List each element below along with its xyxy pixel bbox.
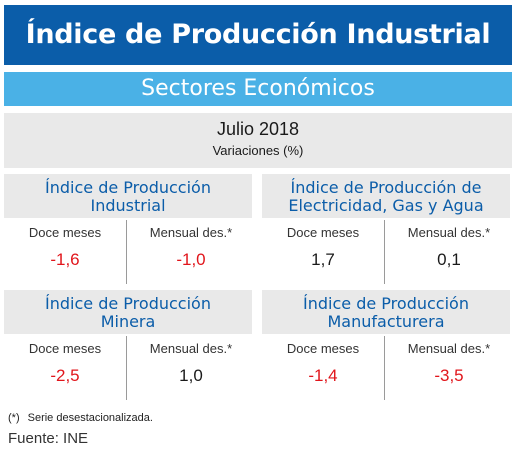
card-title-line2: Industrial <box>90 196 166 215</box>
label-doce-meses: Doce meses <box>286 225 360 240</box>
card-title-line1: Índice de Producción <box>45 294 211 313</box>
column-divider <box>126 336 127 400</box>
footnote: (*) Serie desestacionalizada. <box>8 412 153 424</box>
source-credit: Fuente: INE <box>8 430 89 447</box>
value-doce-meses: 1,7 <box>311 250 335 269</box>
period-subtitle: Variaciones (%) <box>212 143 304 158</box>
column-divider <box>384 336 385 400</box>
value-mensual: 0,1 <box>437 250 461 269</box>
card-title-line1: Índice de Producción <box>303 294 469 313</box>
footnote-text: Serie desestacionalizada. <box>27 412 153 424</box>
label-doce-meses: Doce meses <box>28 225 102 240</box>
period-header: Julio 2018 Variaciones (%) <box>4 113 512 168</box>
label-mensual: Mensual des.* <box>149 341 233 356</box>
label-mensual: Mensual des.* <box>149 225 233 240</box>
footnote-marker: (*) <box>8 412 20 424</box>
value-mensual: -1,0 <box>176 250 206 269</box>
card-title-line2: Minera <box>100 312 156 331</box>
card-title-line1: Índice de Producción <box>45 178 211 197</box>
column-labels: Doce meses Mensual des.* <box>4 220 252 246</box>
value-doce-meses: -2,5 <box>50 366 80 385</box>
column-divider <box>126 220 127 284</box>
value-mensual: 1,0 <box>179 366 203 385</box>
page-title: Índice de Producción Industrial <box>4 5 512 65</box>
label-doce-meses: Doce meses <box>28 341 102 356</box>
column-labels: Doce meses Mensual des.* <box>262 220 510 246</box>
value-mensual: -3,5 <box>434 366 464 385</box>
period-title: Julio 2018 <box>216 119 300 139</box>
card-title: Índice de Producción de Electricidad, Ga… <box>262 174 510 218</box>
card-title: Índice de Producción Manufacturera <box>262 290 510 334</box>
card-title-line2: Manufacturera <box>327 312 445 331</box>
column-labels: Doce meses Mensual des.* <box>262 336 510 362</box>
card-title: Índice de Producción Industrial <box>4 174 252 218</box>
card-title: Índice de Producción Minera <box>4 290 252 334</box>
value-doce-meses: -1,4 <box>308 366 338 385</box>
section-subtitle: Sectores Económicos <box>4 72 512 106</box>
value-doce-meses: -1,6 <box>50 250 80 269</box>
card-title-line1: Índice de Producción de <box>290 178 482 197</box>
label-mensual: Mensual des.* <box>407 341 491 356</box>
column-labels: Doce meses Mensual des.* <box>4 336 252 362</box>
label-mensual: Mensual des.* <box>407 225 491 240</box>
label-doce-meses: Doce meses <box>286 341 360 356</box>
column-divider <box>384 220 385 284</box>
card-title-line2: Electricidad, Gas y Agua <box>288 196 484 215</box>
